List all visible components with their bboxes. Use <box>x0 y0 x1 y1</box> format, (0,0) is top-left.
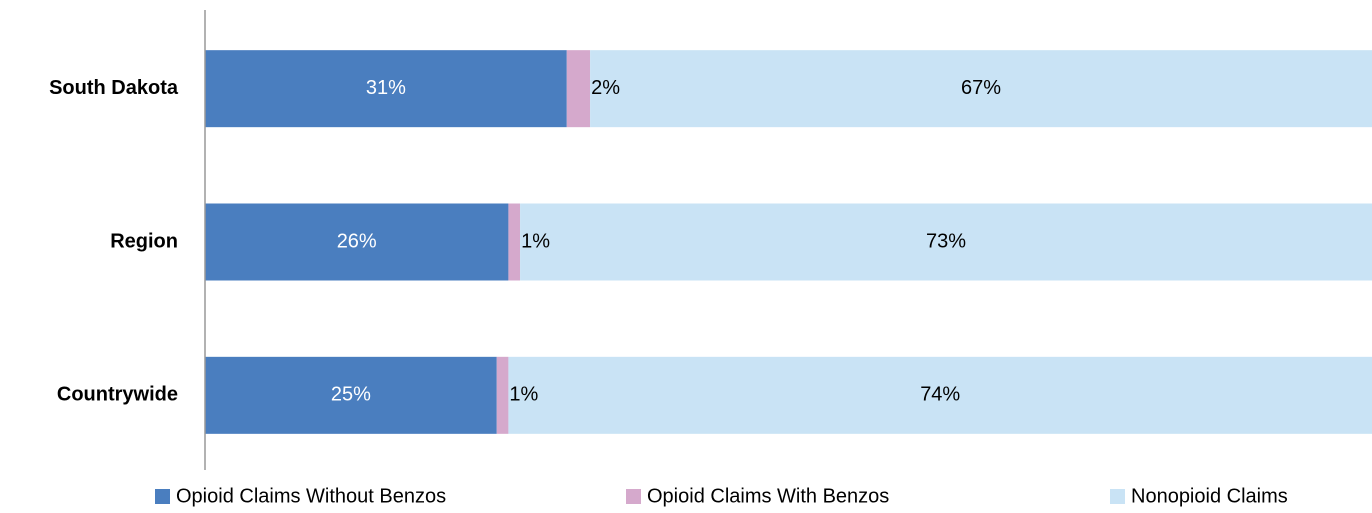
category-label: Countrywide <box>57 384 178 406</box>
legend-swatch <box>1110 489 1125 504</box>
legend-label: Nonopioid Claims <box>1131 485 1288 507</box>
bar-segment <box>205 50 567 128</box>
category-label: Region <box>110 230 178 252</box>
bar-segment <box>566 50 591 128</box>
data-label: 67% <box>961 77 1001 99</box>
data-label: 1% <box>509 384 538 406</box>
legend-label: Opioid Claims Without Benzos <box>176 485 446 507</box>
legend-label: Opioid Claims With Benzos <box>647 485 889 507</box>
data-label: 26% <box>337 230 377 252</box>
bar-segment <box>205 356 497 434</box>
bar-segment <box>590 50 1372 128</box>
bar-segment <box>508 356 1372 434</box>
data-label: 25% <box>331 384 371 406</box>
data-label: 31% <box>366 77 406 99</box>
bar-segment <box>508 203 521 281</box>
data-label: 73% <box>926 230 966 252</box>
category-label: South Dakota <box>49 77 179 99</box>
data-label: 74% <box>920 384 960 406</box>
data-label: 2% <box>591 77 620 99</box>
legend-swatch <box>626 489 641 504</box>
legend-swatch <box>155 489 170 504</box>
bar-segment <box>496 356 509 434</box>
data-label: 1% <box>521 230 550 252</box>
bar-segment <box>520 203 1372 281</box>
bar-segment <box>205 203 509 281</box>
